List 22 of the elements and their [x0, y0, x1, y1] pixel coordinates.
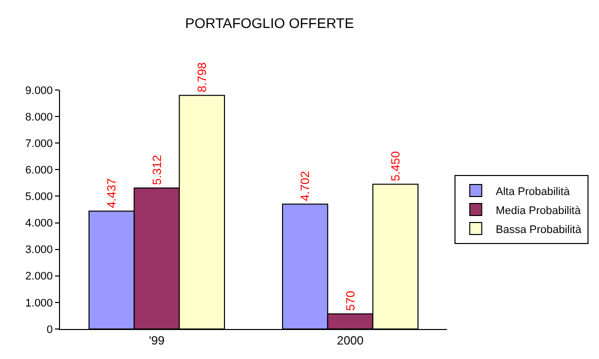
- x-tick-label: '99: [148, 333, 165, 348]
- y-tick-label: 6.000: [25, 164, 53, 177]
- y-tick-label: 7.000: [25, 138, 53, 150]
- data-label: 5.450: [388, 150, 402, 182]
- legend-label: Media Probabilità: [496, 204, 582, 217]
- legend-label: Bassa Probabilità: [496, 224, 582, 236]
- data-label: 4.437: [104, 178, 119, 208]
- data-label: 4.702: [298, 170, 312, 202]
- y-tick-label: 0: [46, 324, 53, 336]
- y-tick-label: 3.000: [25, 244, 53, 256]
- y-tick-label: 5.000: [25, 191, 53, 204]
- x-tick-label: 2000: [336, 333, 364, 348]
- y-tick-label: 8.000: [25, 111, 53, 124]
- data-label: 8.798: [194, 62, 209, 92]
- data-label: 570: [343, 290, 358, 311]
- y-tick-label: 4.000: [25, 218, 53, 230]
- y-tick-label: 2.000: [25, 270, 53, 283]
- y-tick-label: 1.000: [25, 297, 53, 310]
- y-tick-label: 9.000: [25, 84, 53, 97]
- chart-title: PORTAFOGLIO OFFERTE: [185, 14, 354, 31]
- legend-label: Alta Probabilità: [496, 186, 571, 198]
- data-label: 5.312: [150, 154, 164, 185]
